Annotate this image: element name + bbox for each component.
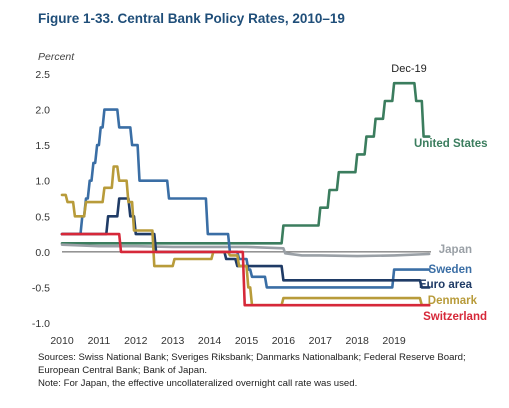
chart-title: Figure 1-33. Central Bank Policy Rates, … [38, 11, 345, 26]
series-label-japan: Japan [439, 244, 472, 256]
x-tick-label: 2014 [198, 335, 222, 345]
chart-notes: Sources: Swiss National Bank; Sveriges R… [38, 351, 466, 390]
series-line-japan [60, 243, 431, 258]
annotation-label: Dec-19 [391, 63, 426, 75]
series-label-sweden: Sweden [429, 264, 472, 276]
y-tick-label: 0.0 [35, 247, 50, 259]
sources-line-1: Sources: Swiss National Bank; Sveriges R… [38, 352, 466, 363]
y-axis-unit-label: Percent [38, 51, 75, 63]
x-tick-label: 2015 [235, 335, 259, 345]
y-tick-label: 1.5 [35, 140, 50, 152]
y-tick-label: 2.0 [35, 105, 50, 117]
series-label-denmark: Denmark [428, 295, 478, 307]
x-tick-label: 2018 [346, 335, 370, 345]
x-tick-label: 2017 [309, 335, 333, 345]
line-chart: -1.0 -0.5 0.0 0.5 1.0 1.5 2.0 2.5 2010 2011 2012 20… [32, 63, 488, 345]
y-tick-label: -0.5 [32, 282, 50, 294]
x-tick-label: 2019 [382, 335, 406, 345]
series-label-switzerland: Switzerland [423, 311, 487, 323]
x-tick-label: 2011 [88, 335, 111, 345]
series-line-united-states [60, 81, 431, 245]
x-tick-label: 2016 [272, 335, 296, 345]
x-tick-label: 2013 [161, 335, 185, 345]
y-tick-label: -1.0 [32, 318, 50, 330]
series-label-euro-area: Euro area [419, 279, 473, 291]
x-tick-label: 2010 [50, 335, 74, 345]
series-line-denmark [60, 165, 431, 307]
series-line-switzerland [60, 232, 431, 307]
series-label-united-states: United States [414, 138, 488, 150]
y-tick-label: 0.5 [35, 211, 50, 223]
y-tick-label: 2.5 [35, 69, 50, 81]
x-tick-label: 2012 [124, 335, 148, 345]
chart-note: Note: For Japan, the effective uncollate… [38, 378, 358, 389]
series-line-sweden [60, 108, 431, 289]
sources-line-2: European Central Bank; Bank of Japan. [38, 365, 208, 376]
y-tick-label: 1.0 [35, 176, 50, 188]
